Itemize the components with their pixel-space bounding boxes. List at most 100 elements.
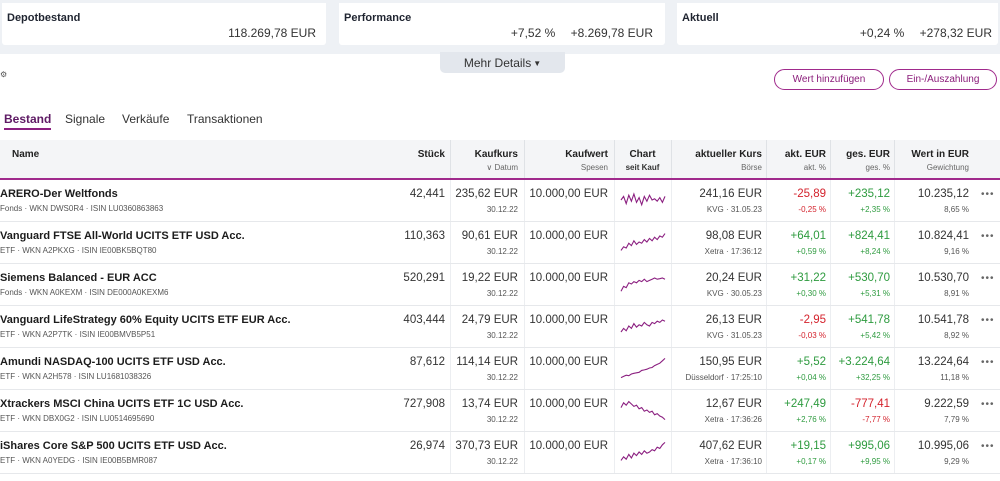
stueck-value: 727,908: [403, 398, 445, 410]
kaufwert-value: 10.000,00 EUR: [529, 272, 608, 284]
col-wert[interactable]: Wert in EUR: [911, 149, 969, 160]
row-divider: [450, 180, 451, 221]
more-options-icon[interactable]: •••: [981, 273, 995, 284]
performance-percent: +7,52 %: [510, 26, 556, 40]
table-row[interactable]: ARERO-Der Weltfonds Fonds · WKN DWS0R4 ·…: [0, 180, 1000, 222]
summary-card-aktuell: Aktuell +0,24 % +278,32 EUR: [677, 3, 998, 45]
settings-icon[interactable]: ⚙: [0, 70, 8, 79]
wert-value: 10.235,12: [917, 188, 969, 200]
more-options-icon[interactable]: •••: [981, 399, 995, 410]
wert-value: 10.824,41: [917, 230, 969, 242]
col-kaufkurs[interactable]: Kaufkurs: [474, 149, 518, 160]
stueck-value: 520,291: [403, 272, 445, 284]
security-name[interactable]: Xtrackers MSCI China UCITS ETF 1C USD Ac…: [0, 398, 244, 410]
tab-verkaeufe[interactable]: Verkäufe: [122, 112, 170, 126]
table-row[interactable]: Amundi NASDAQ-100 UCITS ETF USD Acc. ETF…: [0, 348, 1000, 390]
col-stueck[interactable]: Stück: [417, 149, 445, 160]
ges-eur-value: +995,06: [848, 440, 890, 452]
sparkline-chart[interactable]: [620, 312, 666, 340]
boerse-value: KVG · 31.05.23: [706, 205, 762, 214]
tab-bestand[interactable]: Bestand: [4, 112, 52, 130]
add-value-button[interactable]: Wert hinzufügen: [774, 69, 884, 90]
sparkline-chart[interactable]: [620, 396, 666, 424]
sparkline-line: [620, 277, 666, 292]
tab-transaktionen[interactable]: Transaktionen: [187, 112, 263, 126]
ges-eur-value: +530,70: [848, 272, 890, 284]
row-divider: [671, 390, 672, 431]
akt-pct-value: +0,59 %: [796, 247, 826, 256]
akt-eur-value: +5,52: [796, 356, 826, 368]
sparkline-chart[interactable]: [620, 270, 666, 298]
summary-card-depot: Depotbestand 118.269,78 EUR: [2, 3, 326, 45]
col-chart: Chart: [629, 149, 656, 160]
col-divider: [830, 140, 831, 178]
performance-amount: +8.269,78 EUR: [570, 26, 653, 40]
row-divider: [614, 222, 615, 263]
aktuell-values: +0,24 % +278,32 EUR: [848, 26, 992, 40]
sparkline-chart[interactable]: [620, 438, 666, 466]
security-name[interactable]: ARERO-Der Weltfonds: [0, 188, 118, 200]
more-details-toggle[interactable]: Mehr Details ▼: [440, 52, 565, 73]
row-divider: [766, 432, 767, 473]
stueck-value: 87,612: [409, 356, 445, 368]
row-divider: [614, 264, 615, 305]
col-kaufkurs-sub[interactable]: ∨ Datum: [486, 163, 518, 172]
table-body: ARERO-Der Weltfonds Fonds · WKN DWS0R4 ·…: [0, 180, 1000, 474]
security-name[interactable]: Siemens Balanced - EUR ACC: [0, 272, 157, 284]
ges-eur-value: +3.224,64: [838, 356, 890, 368]
tab-signale[interactable]: Signale: [65, 112, 106, 126]
row-divider: [830, 432, 831, 473]
kurs-value: 12,67 EUR: [705, 398, 762, 410]
stueck-value: 110,363: [404, 230, 445, 242]
col-seit-kauf: seit Kauf: [625, 163, 660, 172]
row-divider: [766, 306, 767, 347]
ges-eur-value: +824,41: [848, 230, 890, 242]
ges-pct-value: -7,77 %: [862, 415, 890, 424]
col-divider: [766, 140, 767, 178]
col-kaufwert[interactable]: Kaufwert: [565, 149, 608, 160]
wert-value: 10.530,70: [917, 272, 969, 284]
akt-eur-value: -2,95: [799, 314, 826, 326]
more-options-icon[interactable]: •••: [981, 315, 995, 326]
deposit-withdraw-button[interactable]: Ein-/Auszahlung: [889, 69, 997, 90]
table-row[interactable]: iShares Core S&P 500 UCITS ETF USD Acc. …: [0, 432, 1000, 474]
row-divider: [450, 264, 451, 305]
table-row[interactable]: Vanguard LifeStrategy 60% Equity UCITS E…: [0, 306, 1000, 348]
sparkline-chart[interactable]: [620, 354, 666, 382]
more-options-icon[interactable]: •••: [981, 189, 995, 200]
more-options-icon[interactable]: •••: [981, 231, 995, 242]
kaufwert-value: 10.000,00 EUR: [529, 398, 608, 410]
col-kurs[interactable]: aktueller Kurs: [695, 149, 762, 160]
row-divider: [450, 348, 451, 389]
row-divider: [671, 348, 672, 389]
akt-pct-value: +0,30 %: [796, 289, 826, 298]
gewichtung-value: 8,91 %: [944, 289, 969, 298]
security-name[interactable]: Vanguard LifeStrategy 60% Equity UCITS E…: [0, 314, 291, 326]
row-divider: [894, 264, 895, 305]
security-name[interactable]: Vanguard FTSE All-World UCITS ETF USD Ac…: [0, 230, 245, 242]
more-options-icon[interactable]: •••: [981, 441, 995, 452]
sparkline-chart[interactable]: [620, 186, 666, 214]
col-name[interactable]: Name: [12, 149, 40, 160]
table-row[interactable]: Siemens Balanced - EUR ACC Fonds · WKN A…: [0, 264, 1000, 306]
sparkline-chart[interactable]: [620, 228, 666, 256]
stueck-value: 26,974: [409, 440, 445, 452]
col-akt-eur[interactable]: akt. EUR: [784, 149, 826, 160]
col-divider: [671, 140, 672, 178]
security-name[interactable]: iShares Core S&P 500 UCITS ETF USD Acc.: [0, 440, 227, 452]
security-name[interactable]: Amundi NASDAQ-100 UCITS ETF USD Acc.: [0, 356, 226, 368]
col-divider: [524, 140, 525, 178]
ges-pct-value: +2,35 %: [860, 205, 890, 214]
gewichtung-value: 8,65 %: [944, 205, 969, 214]
table-row[interactable]: Vanguard FTSE All-World UCITS ETF USD Ac…: [0, 222, 1000, 264]
row-divider: [671, 264, 672, 305]
row-divider: [450, 222, 451, 263]
kaufwert-value: 10.000,00 EUR: [529, 188, 608, 200]
table-row[interactable]: Xtrackers MSCI China UCITS ETF 1C USD Ac…: [0, 390, 1000, 432]
more-options-icon[interactable]: •••: [981, 357, 995, 368]
col-ges-eur[interactable]: ges. EUR: [846, 149, 890, 160]
security-identifiers: ETF · WKN A2H578 · ISIN LU1681038326: [0, 372, 152, 381]
kaufwert-value: 10.000,00 EUR: [529, 356, 608, 368]
col-spesen: Spesen: [580, 163, 608, 172]
col-divider: [894, 140, 895, 178]
